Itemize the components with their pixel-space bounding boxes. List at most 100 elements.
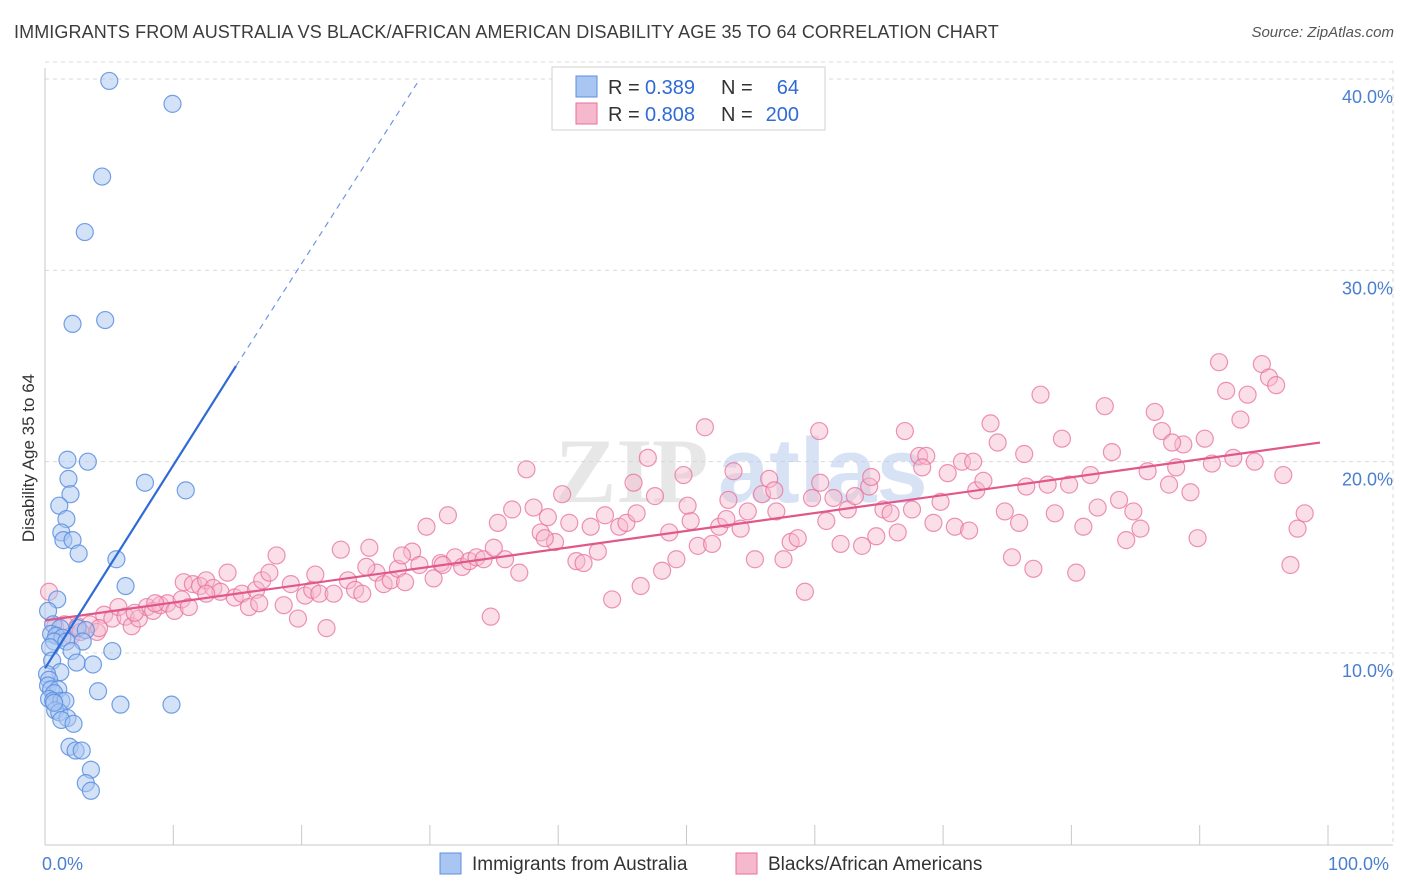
pink-point-63	[481, 607, 500, 626]
blue-point-0	[100, 71, 119, 91]
pink-point-78	[588, 542, 607, 561]
pink-point-190	[627, 504, 646, 523]
x-tick-label-max: 100.0%	[1328, 854, 1389, 874]
pink-point-146	[1074, 517, 1093, 536]
pink-point-127	[938, 464, 957, 483]
pink-point-104	[774, 550, 793, 569]
pink-point-102	[760, 469, 779, 488]
pink-point-173	[1267, 376, 1286, 395]
pink-point-80	[603, 590, 622, 609]
blue-point-19	[116, 576, 135, 596]
legend-n-value-2: 200	[766, 104, 799, 126]
blue-point-8	[59, 469, 78, 488]
pink-point-144	[1059, 475, 1079, 494]
pink-point-117	[867, 527, 886, 546]
legend-swatch-blue	[575, 75, 598, 98]
pink-point-191	[678, 496, 697, 515]
pink-point-32	[260, 563, 279, 582]
pink-point-19	[179, 597, 198, 617]
chart-title: IMMIGRANTS FROM AUSTRALIA VS BLACK/AFRIC…	[14, 22, 999, 42]
pink-point-126	[931, 492, 950, 511]
pink-point-112	[831, 534, 850, 554]
pink-point-103	[767, 502, 786, 521]
pink-point-97	[724, 462, 743, 481]
pink-point-57	[438, 506, 457, 525]
pink-point-143	[1052, 429, 1072, 448]
pink-point-69	[524, 498, 543, 517]
pink-point-46	[360, 538, 379, 557]
y-tick-label-3: 40.0%	[1342, 87, 1393, 107]
y-tick-labels: 10.0% 20.0% 30.0% 40.0%	[1342, 87, 1393, 681]
pink-point-35	[281, 575, 300, 594]
y-tick-label-2: 30.0%	[1342, 278, 1393, 298]
pink-point-140	[1031, 385, 1050, 404]
pink-point-167	[1224, 448, 1243, 467]
pink-point-193	[765, 481, 784, 500]
pink-point-68	[517, 460, 536, 479]
pink-point-108	[802, 488, 822, 508]
blue-point-1	[163, 94, 182, 113]
blue-point-6	[58, 450, 77, 469]
pink-point-153	[1124, 502, 1143, 521]
pink-point-72	[545, 532, 565, 552]
blue-point-11	[61, 485, 80, 504]
legend-r-value-2: 0.808	[645, 104, 695, 126]
pink-point-41	[324, 584, 343, 603]
blue-point-2	[93, 167, 112, 186]
blue-point-36	[67, 653, 86, 672]
pink-point-109	[810, 421, 829, 441]
legend-n-label-2: N =	[721, 104, 753, 126]
grid-lines	[45, 61, 1394, 845]
pink-point-162	[1188, 529, 1207, 548]
pink-point-87	[652, 561, 672, 580]
pink-point-128	[945, 517, 964, 536]
blue-point-37	[83, 655, 103, 674]
pink-point-195	[862, 467, 881, 487]
pink-point-29	[239, 597, 259, 617]
pink-point-73	[553, 485, 572, 504]
blue-point-17	[69, 544, 88, 563]
pink-point-130	[960, 521, 979, 540]
pink-point-64	[488, 513, 507, 532]
pink-point-33	[267, 546, 286, 565]
pink-point-91	[681, 511, 700, 531]
pink-point-94	[702, 534, 722, 554]
pink-point-115	[852, 536, 872, 555]
pink-point-79	[595, 506, 615, 525]
pink-point-106	[788, 529, 807, 548]
pink-point-161	[1181, 483, 1200, 502]
pink-point-42	[331, 540, 350, 559]
pink-point-199	[1162, 433, 1182, 452]
pink-point-119	[881, 504, 900, 523]
blue-point-9	[135, 473, 155, 492]
pink-point-55	[424, 569, 443, 588]
blue-point-4	[63, 314, 82, 334]
pink-point-39	[310, 584, 329, 603]
pink-point-40	[317, 619, 336, 638]
pink-point-124	[917, 446, 936, 466]
pink-point-138	[1017, 477, 1036, 496]
blue-point-34	[103, 641, 122, 661]
pink-point-149	[1095, 397, 1114, 416]
pink-point-150	[1102, 443, 1122, 462]
pink-point-148	[1088, 498, 1107, 517]
pink-point-166	[1217, 381, 1236, 400]
pink-point-37	[296, 586, 315, 605]
axes	[44, 68, 1393, 846]
legend-r-label-2: R =	[608, 104, 640, 126]
pink-point-76	[574, 553, 593, 573]
legend-r-value-1: 0.389	[645, 77, 695, 99]
pink-point-85	[638, 448, 657, 467]
pink-point-89	[667, 550, 686, 569]
pink-point-157	[1152, 421, 1172, 441]
legend: R = 0.389 N = 64 R = 0.808 N = 200	[551, 66, 826, 131]
pink-point-107	[795, 582, 815, 601]
pink-point-142	[1045, 504, 1064, 523]
pink-point-198	[1015, 444, 1034, 464]
pink-point-120	[888, 523, 907, 542]
pink-trend-line	[44, 441, 1321, 622]
chart-source: Source: ZipAtlas.com	[1251, 24, 1394, 41]
pink-point-186	[392, 546, 412, 565]
pink-point-163	[1195, 429, 1214, 448]
pink-point-189	[535, 529, 554, 548]
